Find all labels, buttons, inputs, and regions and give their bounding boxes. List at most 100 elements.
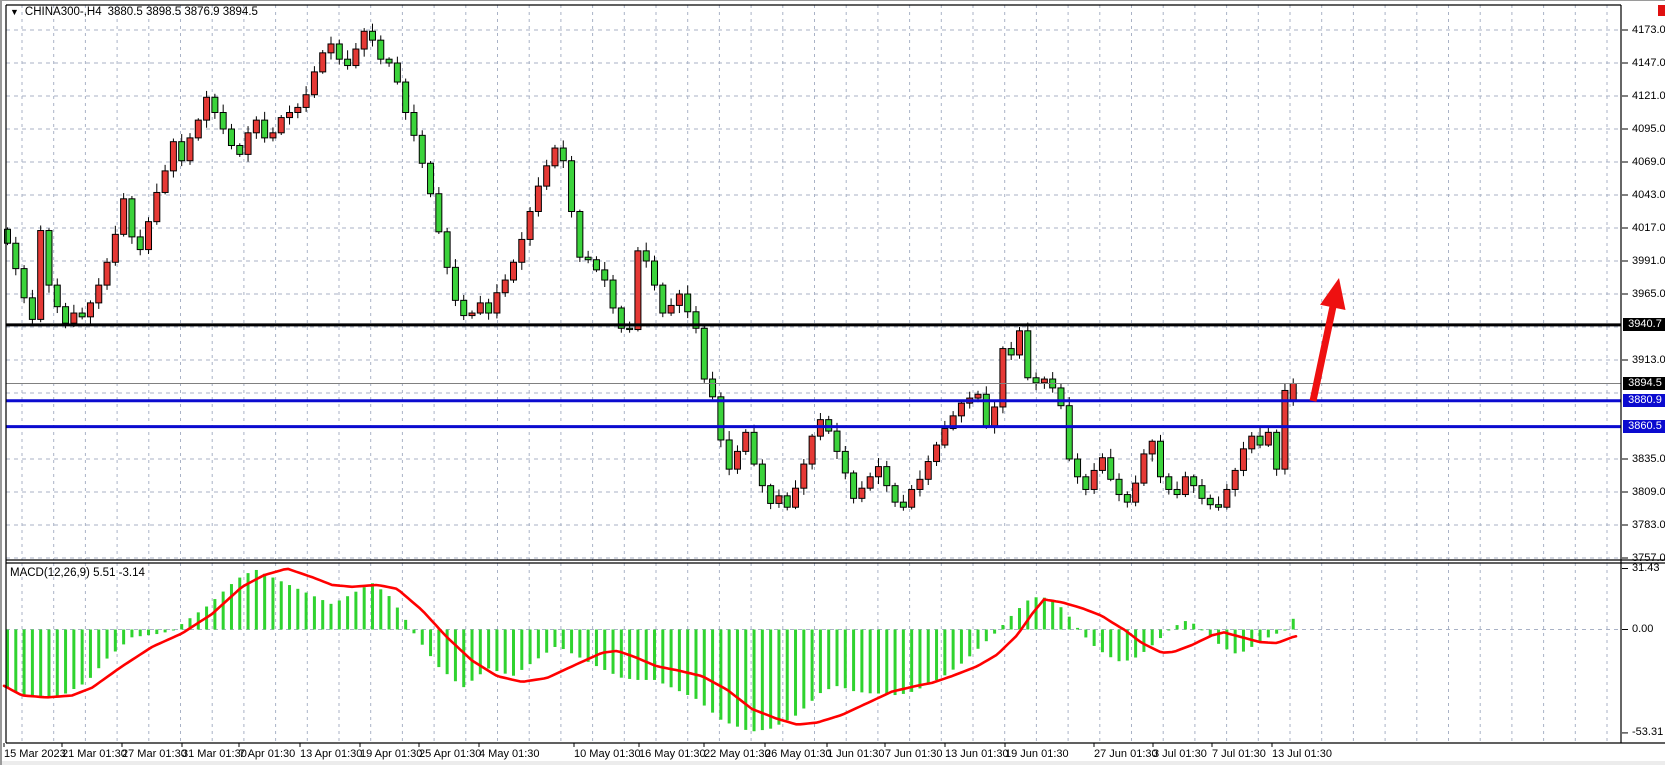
candle-bear <box>601 269 609 281</box>
macd-histogram-bar <box>835 629 839 687</box>
macd-histogram-bar <box>470 629 474 681</box>
macd-histogram-bar <box>1167 629 1171 631</box>
chart-title: ▼ CHINA300-,H4 3880.5 3898.5 3876.9 3894… <box>10 6 258 18</box>
macd-histogram-bar <box>1241 629 1245 652</box>
up-arrow-head[interactable] <box>1320 278 1346 310</box>
macd-histogram-bar <box>1142 629 1146 652</box>
date-axis-label: 10 May 01:30 <box>574 748 641 760</box>
macd-histogram-bar <box>1134 629 1138 658</box>
macd-histogram-bar <box>47 629 51 697</box>
macd-histogram-bar <box>1275 629 1279 634</box>
macd-histogram-bar <box>288 585 292 630</box>
price-axis-label: 3965.0 <box>1632 287 1665 300</box>
candle-bull <box>509 261 517 281</box>
macd-histogram-bar <box>1258 629 1262 643</box>
macd-histogram-bar <box>113 629 117 652</box>
candle-bull <box>1040 378 1048 384</box>
macd-histogram-bar <box>694 629 698 699</box>
date-axis-label: 1 Jun 01:30 <box>827 748 885 760</box>
macd-histogram-bar <box>1009 615 1013 630</box>
macd-histogram-bar <box>644 629 648 680</box>
macd-histogram-bar <box>984 629 988 642</box>
macd-histogram-bar <box>976 629 980 649</box>
candle-bull <box>194 119 202 139</box>
macd-histogram-bar <box>528 629 532 665</box>
macd-histogram-bar <box>1159 629 1163 639</box>
candle-bear <box>767 485 775 504</box>
macd-histogram-bar <box>935 629 939 681</box>
price-axis-label: 3835.0 <box>1632 452 1665 465</box>
macd-histogram-bar <box>661 629 665 684</box>
macd-histogram-bar <box>727 629 731 724</box>
candle-bull <box>310 71 318 96</box>
macd-histogram-bar <box>636 629 640 680</box>
macd-histogram-bar <box>860 629 864 693</box>
candle-bear <box>368 30 376 41</box>
macd-histogram-bar <box>279 581 283 630</box>
candle-bear <box>335 43 343 60</box>
candle-bear <box>211 96 219 114</box>
macd-histogram-bar <box>80 629 84 685</box>
price-axis-label: 4069.0 <box>1632 155 1665 168</box>
macd-histogram-bar <box>337 600 341 630</box>
candle-bull <box>186 137 194 162</box>
date-axis-label: 31 Mar 01:30 <box>182 748 247 760</box>
candle-bear <box>402 81 410 113</box>
macd-histogram-bar <box>735 629 739 727</box>
candle-bear <box>1057 387 1065 407</box>
macd-histogram-bar <box>379 589 383 630</box>
macd-histogram-bar <box>1283 629 1287 631</box>
candle-bull <box>866 476 874 489</box>
candle-bull <box>1264 431 1272 446</box>
macd-histogram-bar <box>296 588 300 630</box>
candle-bull <box>543 165 551 187</box>
candle-bear <box>1173 488 1181 496</box>
candle-bull <box>111 233 119 263</box>
macd-histogram-bar <box>321 600 325 630</box>
candle-bull <box>1281 389 1289 470</box>
date-axis-label: 7 Jun 01:30 <box>885 748 943 760</box>
candle-bull <box>161 170 169 193</box>
candle-bull <box>1239 448 1247 471</box>
candle-bear <box>725 439 733 470</box>
macd-histogram-bar <box>370 583 374 630</box>
date-axis-label: 22 May 01:30 <box>704 748 771 760</box>
chevron-down-icon[interactable]: ▼ <box>10 7 19 17</box>
macd-histogram-bar <box>1208 629 1212 637</box>
macd-axis-label: -53.31 <box>1632 726 1664 739</box>
candle-bull <box>526 211 534 240</box>
candle-bull <box>203 96 211 121</box>
candle-bear <box>62 306 70 324</box>
date-axis-label: 13 Jun 01:30 <box>945 748 1009 760</box>
macd-histogram-bar <box>1125 629 1129 661</box>
candle-bull <box>327 43 335 54</box>
macd-histogram-bar <box>1291 618 1295 630</box>
macd-histogram-bar <box>171 629 175 631</box>
macd-histogram-bar <box>163 629 167 633</box>
candle-bull <box>70 312 78 324</box>
macd-histogram-bar <box>686 629 690 696</box>
macd-histogram-bar <box>536 629 540 659</box>
window-bottom-edge <box>2 761 1665 765</box>
macd-histogram-bar <box>72 629 76 690</box>
up-arrow-shaft[interactable] <box>1309 300 1338 402</box>
macd-histogram-bar <box>105 629 109 659</box>
macd-histogram-bar <box>702 629 706 706</box>
candle-bear <box>584 256 592 261</box>
candle-bull <box>286 112 294 119</box>
macd-histogram-bar <box>744 629 748 730</box>
candle-bear <box>427 162 435 195</box>
candle-bull <box>808 435 816 465</box>
candle-bear <box>850 472 858 499</box>
macd-histogram-bar <box>445 629 449 675</box>
macd-histogram-bar <box>1250 629 1254 647</box>
macd-histogram-bar <box>760 629 764 731</box>
candle-bull <box>95 284 103 304</box>
macd-histogram-bar <box>603 629 607 670</box>
macd-histogram-bar <box>147 629 151 636</box>
candle-bull <box>933 444 941 463</box>
candle-bear <box>692 311 700 329</box>
candle-bull <box>733 450 741 470</box>
candle-bear <box>485 302 493 314</box>
macd-histogram-bar <box>802 629 806 709</box>
